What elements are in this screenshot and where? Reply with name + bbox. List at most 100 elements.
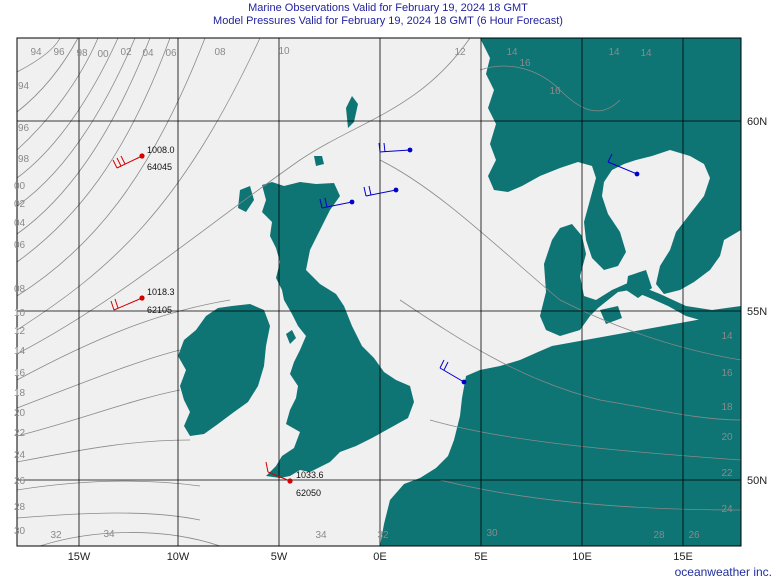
isobar-labels-top: 94 96 98 00 02 04 06 08 10 12 bbox=[30, 46, 466, 60]
isobar-label: 34 bbox=[315, 530, 327, 541]
land-great-britain bbox=[262, 182, 414, 478]
isobar-label: 14 bbox=[506, 47, 518, 58]
isobar-label: 20 bbox=[14, 408, 26, 419]
lon-label: 5W bbox=[271, 551, 288, 563]
lon-label: 10E bbox=[572, 551, 592, 563]
isobar-label: 98 bbox=[18, 154, 30, 165]
station-marker[interactable] bbox=[461, 379, 467, 385]
land-orkney bbox=[314, 156, 324, 166]
isobar-label: 10 bbox=[278, 46, 290, 57]
isobar-label: 14 bbox=[721, 331, 733, 342]
obs-station-id: 64045 bbox=[147, 162, 172, 172]
isobar-label: 16 bbox=[519, 58, 531, 69]
lon-label: 5E bbox=[474, 551, 487, 563]
isobar-label: 26 bbox=[688, 530, 700, 541]
wind-barb-62105[interactable] bbox=[110, 295, 145, 311]
land-gotland bbox=[710, 226, 722, 250]
isobar-label: 14 bbox=[14, 346, 26, 357]
isobar-label: 12 bbox=[454, 47, 466, 58]
lon-label: 0E bbox=[373, 551, 386, 563]
isobar-labels-right: 14 16 18 20 22 24 bbox=[721, 331, 733, 515]
longitude-labels: 15W 10W 5W 0E 5E 10E 15E bbox=[68, 551, 693, 563]
wind-barb-62050[interactable] bbox=[265, 461, 293, 484]
isobar-label: 16 bbox=[14, 368, 26, 379]
isobar-label: 96 bbox=[18, 123, 30, 134]
lat-label: 50N bbox=[747, 475, 767, 487]
isobar-label: 28 bbox=[14, 502, 26, 513]
isobar-label: 98 bbox=[76, 48, 88, 59]
station-marker[interactable] bbox=[139, 295, 145, 301]
isobar-label: 22 bbox=[721, 468, 733, 479]
isobar-label: 96 bbox=[53, 47, 65, 58]
lat-label: 55N bbox=[747, 306, 767, 318]
land-continental-europe bbox=[380, 224, 741, 546]
station-marker[interactable] bbox=[393, 187, 399, 193]
isobar-label: 24 bbox=[721, 504, 733, 515]
isobar-label: 08 bbox=[14, 284, 26, 295]
title-model-pressures: Model Pressures Valid for February 19, 2… bbox=[213, 15, 563, 27]
isobar-label: 30 bbox=[486, 528, 498, 539]
isobar-label: 94 bbox=[18, 81, 30, 92]
isobar-label: 32 bbox=[50, 530, 62, 541]
latitude-labels: 60N 55N 50N bbox=[747, 116, 767, 487]
lon-label: 15E bbox=[673, 551, 693, 563]
obs-pressure: 1033.6 bbox=[296, 470, 324, 480]
map-frame bbox=[16, 37, 742, 547]
isobar-label: 14 bbox=[608, 47, 620, 58]
land-ireland bbox=[178, 304, 270, 436]
lon-label: 10W bbox=[167, 551, 190, 563]
isobar-labels-scandinavia: 14 16 16 14 14 bbox=[506, 47, 652, 97]
station-marker[interactable] bbox=[634, 171, 640, 177]
title-observations: Marine Observations Valid for February 1… bbox=[248, 2, 528, 14]
wind-barb-southern-north-sea[interactable] bbox=[439, 359, 467, 385]
isobar-labels-bottom: 32 34 34 32 30 28 26 bbox=[50, 528, 700, 541]
isobar-label: 12 bbox=[14, 326, 26, 337]
obs-station-id: 62105 bbox=[147, 305, 172, 315]
isobar-label: 06 bbox=[14, 240, 26, 251]
isobar-label: 32 bbox=[377, 530, 389, 541]
land-shetland bbox=[346, 96, 358, 128]
isobar-label: 34 bbox=[103, 529, 115, 540]
wind-barb-north-sea-1[interactable] bbox=[378, 142, 413, 153]
station-marker[interactable] bbox=[287, 478, 293, 484]
wind-barb-64045[interactable] bbox=[112, 153, 145, 169]
land-scandinavia bbox=[480, 38, 741, 294]
land-masses bbox=[178, 38, 741, 546]
lon-label: 15W bbox=[68, 551, 91, 563]
isobars bbox=[16, 37, 742, 547]
isobar-label: 26 bbox=[14, 476, 26, 487]
isobar-label: 16 bbox=[721, 368, 733, 379]
land-zealand bbox=[626, 270, 652, 298]
isobar-label: 18 bbox=[14, 388, 26, 399]
isobar-label: 24 bbox=[14, 450, 26, 461]
obs-pressure: 1008.0 bbox=[147, 145, 175, 155]
station-marker[interactable] bbox=[349, 199, 355, 205]
station-marker[interactable] bbox=[139, 153, 145, 159]
isobar-label: 94 bbox=[30, 47, 42, 58]
obs-pressure: 1018.3 bbox=[147, 287, 175, 297]
isobar-label: 08 bbox=[214, 47, 226, 58]
land-isle-of-man bbox=[286, 330, 296, 344]
isobar-label: 02 bbox=[120, 47, 132, 58]
isobar-label: 28 bbox=[653, 530, 665, 541]
isobar-label: 22 bbox=[14, 428, 26, 439]
isobar-label: 30 bbox=[14, 526, 26, 537]
isobar-label: 18 bbox=[721, 402, 733, 413]
isobar-label: 20 bbox=[721, 432, 733, 443]
isobar-label: 16 bbox=[549, 86, 561, 97]
isobar-label: 04 bbox=[142, 48, 154, 59]
isobar-label: 06 bbox=[165, 48, 177, 59]
lat-label: 60N bbox=[747, 116, 767, 128]
obs-station-id: 62050 bbox=[296, 488, 321, 498]
station-marker[interactable] bbox=[407, 147, 413, 153]
wind-barb-skagerrak[interactable] bbox=[607, 153, 640, 177]
lat-lon-grid bbox=[17, 38, 741, 546]
isobar-labels-left: 94 96 98 00 02 04 06 08 10 12 14 16 18 2… bbox=[14, 81, 30, 537]
isobar-label: 02 bbox=[14, 199, 26, 210]
isobar-label: 10 bbox=[14, 308, 26, 319]
wind-barb-north-sea-3[interactable] bbox=[363, 185, 399, 197]
wind-barb-north-sea-2[interactable] bbox=[319, 197, 355, 209]
credit-oceanweather: oceanweather inc. bbox=[674, 565, 772, 579]
isobar-label: 04 bbox=[14, 218, 26, 229]
